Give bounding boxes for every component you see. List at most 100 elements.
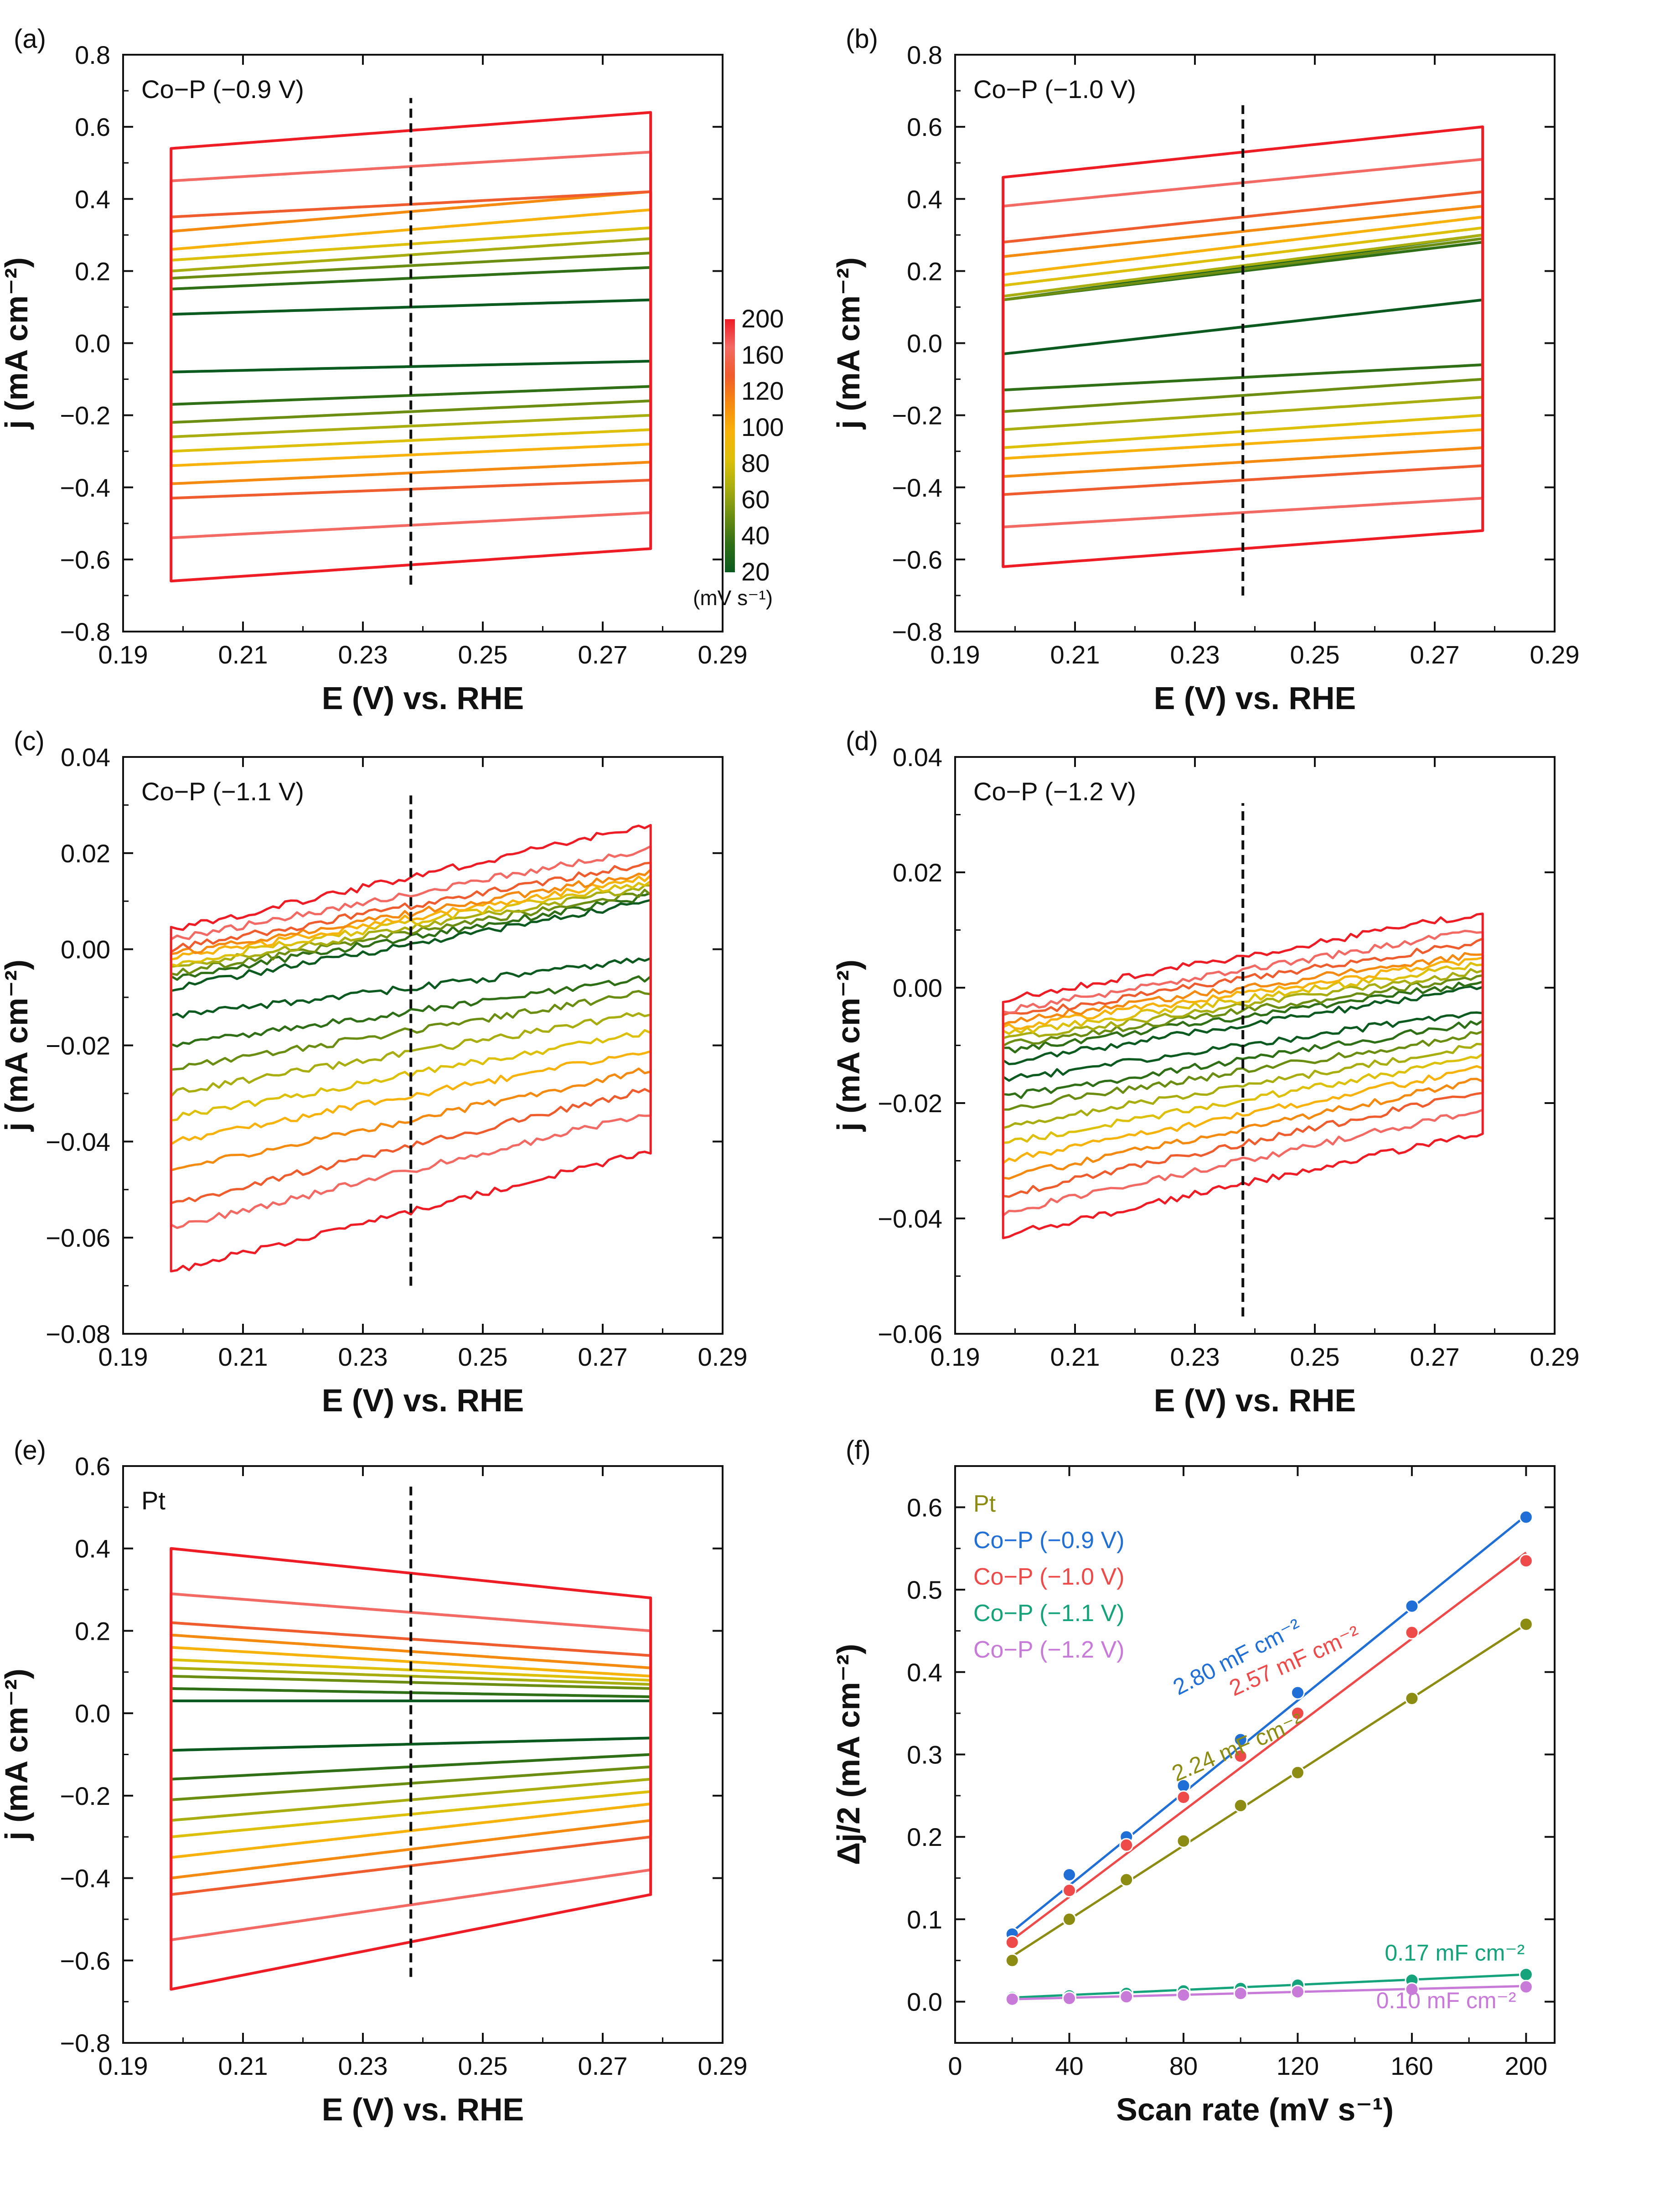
y-tick-label: 0.4 <box>75 185 110 213</box>
y-tick-label: −0.8 <box>60 2029 110 2057</box>
colorbar <box>725 319 735 572</box>
legend-entry: Pt <box>973 1491 996 1517</box>
data-point <box>1405 1625 1419 1640</box>
data-point <box>1176 1834 1191 1848</box>
data-point <box>1119 1838 1134 1852</box>
panel-label: (e) <box>14 1435 46 1465</box>
x-axis-title: E (V) vs. RHE <box>1154 1383 1356 1418</box>
y-tick-label: 0.0 <box>75 329 110 358</box>
y-tick-label: −0.6 <box>892 545 942 574</box>
y-tick-label: −0.8 <box>60 617 110 646</box>
data-point <box>1233 1798 1248 1813</box>
data-point <box>1062 1867 1076 1882</box>
colorbar-label: 160 <box>741 340 784 369</box>
colorbar-label: 120 <box>741 377 784 405</box>
cv-loop-200 <box>1002 912 1484 1239</box>
legend-entry: Co−P (−0.9 V) <box>973 1527 1124 1554</box>
cv-loop-200 <box>1002 125 1484 568</box>
data-point <box>1062 1991 1076 2005</box>
x-axis-title: Scan rate (mV s⁻¹) <box>1116 2092 1394 2127</box>
panel-b: (b) 0.19 0.21 0.23 0.25 0.27 0.29 −0.8 −0.6 −0.4 −… <box>831 24 1580 716</box>
data-point <box>1005 1992 1019 2006</box>
x-tick-label: 0.21 <box>218 2052 268 2080</box>
x-tick-label: 0.25 <box>1290 1342 1340 1371</box>
y-tick-label: 0.6 <box>75 1452 110 1481</box>
y-axis-title: j (mA cm⁻²) <box>831 257 866 430</box>
colorbar-label: 100 <box>741 413 784 441</box>
data-point <box>1233 1732 1248 1747</box>
x-tick-label: 0.29 <box>698 1342 748 1371</box>
colorbar-label: 80 <box>741 449 770 477</box>
y-tick-label: −0.6 <box>60 1946 110 1975</box>
panel-c: (c) 0.19 0.21 0.23 0.25 0.27 0.29 −0.08 −0.06 −0.… <box>0 726 748 1418</box>
y-tick-label: 0.00 <box>893 974 942 1002</box>
y-axis-title: Δj/2 (mA cm⁻²) <box>831 1644 866 1865</box>
data-point <box>1062 1883 1076 1898</box>
y-tick-label: 0.8 <box>75 41 110 69</box>
x-tick-label: 0.21 <box>1050 1342 1100 1371</box>
panel-label: (b) <box>846 24 878 54</box>
x-tick-label: 0.27 <box>1410 1342 1460 1371</box>
y-tick-label: −0.04 <box>878 1204 942 1233</box>
y-tick-label: 0.4 <box>907 1658 942 1687</box>
colorbar-unit: (mV s⁻¹) <box>693 586 773 610</box>
y-tick-label: 0.2 <box>907 1823 942 1851</box>
x-tick-label: 0.21 <box>218 640 268 669</box>
x-tick-label: 0.27 <box>578 2052 628 2080</box>
y-axis-title: j (mA cm⁻²) <box>831 959 866 1132</box>
data-point <box>1176 1790 1191 1804</box>
fit-line-2 <box>1011 1551 1527 1941</box>
axes-frame <box>954 756 1556 1335</box>
fit-line-1 <box>1011 1514 1527 1933</box>
y-tick-label: 0.04 <box>61 743 110 772</box>
y-tick-label: −0.2 <box>60 401 110 430</box>
panel-title: Co−P (−1.0 V) <box>973 75 1136 104</box>
data-point <box>1119 1990 1134 2004</box>
data-point <box>1405 1982 1419 1997</box>
data-point <box>1290 1985 1305 1999</box>
x-axis-title: E (V) vs. RHE <box>1154 680 1356 716</box>
y-tick-label: 0.8 <box>907 41 942 69</box>
y-tick-label: −0.06 <box>46 1223 110 1252</box>
x-tick-label: 0.29 <box>1530 1342 1580 1371</box>
fit-line-3 <box>1012 1973 1526 1999</box>
x-tick-label: 0.19 <box>98 640 148 669</box>
y-tick-label: −0.6 <box>60 545 110 574</box>
axes-frame <box>954 54 1556 632</box>
axes-frame <box>122 54 724 632</box>
x-axis-title: E (V) vs. RHE <box>322 2092 524 2127</box>
data-point <box>1290 1765 1305 1780</box>
y-tick-label: −0.4 <box>60 473 110 502</box>
x-tick-label: 0.27 <box>578 1342 628 1371</box>
x-tick-label: 0.21 <box>1050 640 1100 669</box>
x-tick-label: 0.29 <box>1530 640 1580 669</box>
legend-entry: Co−P (−1.0 V) <box>973 1564 1124 1590</box>
data-point <box>1005 1953 1019 1968</box>
x-tick-label: 200 <box>1505 2052 1547 2080</box>
y-tick-label: 0.04 <box>893 743 942 772</box>
colorbar-label: 60 <box>741 485 770 513</box>
y-tick-label: −0.02 <box>46 1031 110 1060</box>
y-tick-label: 0.0 <box>907 1988 942 2016</box>
x-tick-label: 0.21 <box>218 1342 268 1371</box>
y-tick-label: −0.4 <box>60 1864 110 1893</box>
panel-a: (a) 0.19 0.21 0.23 0.25 0.27 0.29 −0.8 −0.6 −0.4 −… <box>0 24 784 716</box>
x-tick-label: 80 <box>1169 2052 1198 2080</box>
panel-d: (d) 0.19 0.21 0.23 0.25 0.27 0.29 −0.06 −0.04 −0.… <box>831 726 1580 1418</box>
y-tick-label: 0.2 <box>75 1617 110 1645</box>
cv-loop-200 <box>170 1547 652 1991</box>
cv-loop-200 <box>170 111 652 583</box>
y-tick-label: −0.4 <box>892 473 942 502</box>
x-tick-label: 0.23 <box>1170 640 1220 669</box>
panel-title: Co−P (−0.9 V) <box>141 75 304 104</box>
data-point <box>1119 1872 1134 1887</box>
panel-title: Co−P (−1.1 V) <box>141 777 304 806</box>
y-tick-label: −0.08 <box>46 1320 110 1348</box>
y-axis-title: j (mA cm⁻²) <box>0 257 34 430</box>
x-tick-label: 0.23 <box>1170 1342 1220 1371</box>
x-tick-label: 0.23 <box>338 640 388 669</box>
y-tick-label: −0.2 <box>892 401 942 430</box>
colorbar-label: 40 <box>741 521 770 550</box>
x-tick-label: 40 <box>1055 2052 1083 2080</box>
